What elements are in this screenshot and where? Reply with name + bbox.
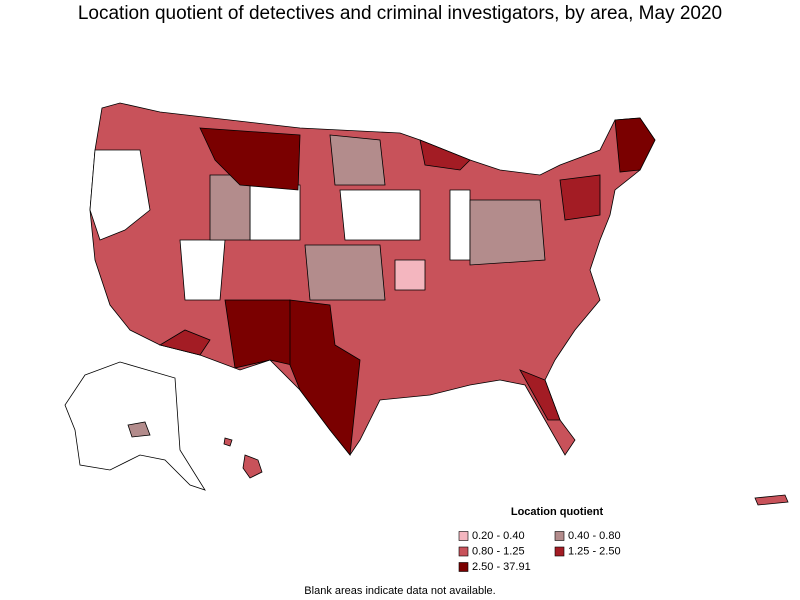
no-data-area bbox=[449, 189, 471, 261]
no-data-area bbox=[249, 184, 301, 241]
hawaii bbox=[223, 437, 233, 447]
legend-label: 1.25 - 2.50 bbox=[568, 545, 621, 557]
region bbox=[329, 134, 386, 186]
legend-label: 0.80 - 1.25 bbox=[472, 545, 525, 557]
no-data-area bbox=[179, 239, 226, 301]
region bbox=[614, 117, 656, 173]
region bbox=[304, 244, 386, 301]
map-title: Location quotient of detectives and crim… bbox=[78, 3, 722, 24]
legend-swatch bbox=[458, 562, 469, 572]
legend-title: Location quotient bbox=[511, 506, 604, 518]
legend-label: 2.50 - 37.91 bbox=[472, 561, 531, 573]
region bbox=[199, 127, 301, 191]
puerto-rico bbox=[754, 494, 789, 506]
region bbox=[394, 259, 426, 291]
region bbox=[224, 299, 293, 369]
region bbox=[419, 139, 471, 171]
legend-label: 0.40 - 0.80 bbox=[568, 530, 621, 542]
legend-swatch bbox=[458, 546, 469, 557]
region bbox=[469, 199, 546, 266]
legend: Location quotient 0.20 - 0.40 0.40 - 0.80… bbox=[458, 506, 621, 573]
legend-swatch bbox=[554, 546, 565, 557]
legend-swatch bbox=[554, 531, 565, 541]
region bbox=[127, 421, 151, 438]
no-data-area bbox=[339, 189, 421, 241]
legend-label: 0.20 - 0.40 bbox=[472, 530, 525, 542]
map bbox=[64, 102, 789, 506]
legend-swatch bbox=[458, 531, 469, 541]
region bbox=[519, 369, 561, 421]
region bbox=[158, 329, 211, 356]
region bbox=[289, 299, 361, 457]
footnote: Blank areas indicate data not available. bbox=[304, 585, 495, 597]
no-data-area bbox=[89, 149, 151, 241]
region bbox=[559, 174, 601, 221]
hawaii bbox=[242, 454, 263, 479]
